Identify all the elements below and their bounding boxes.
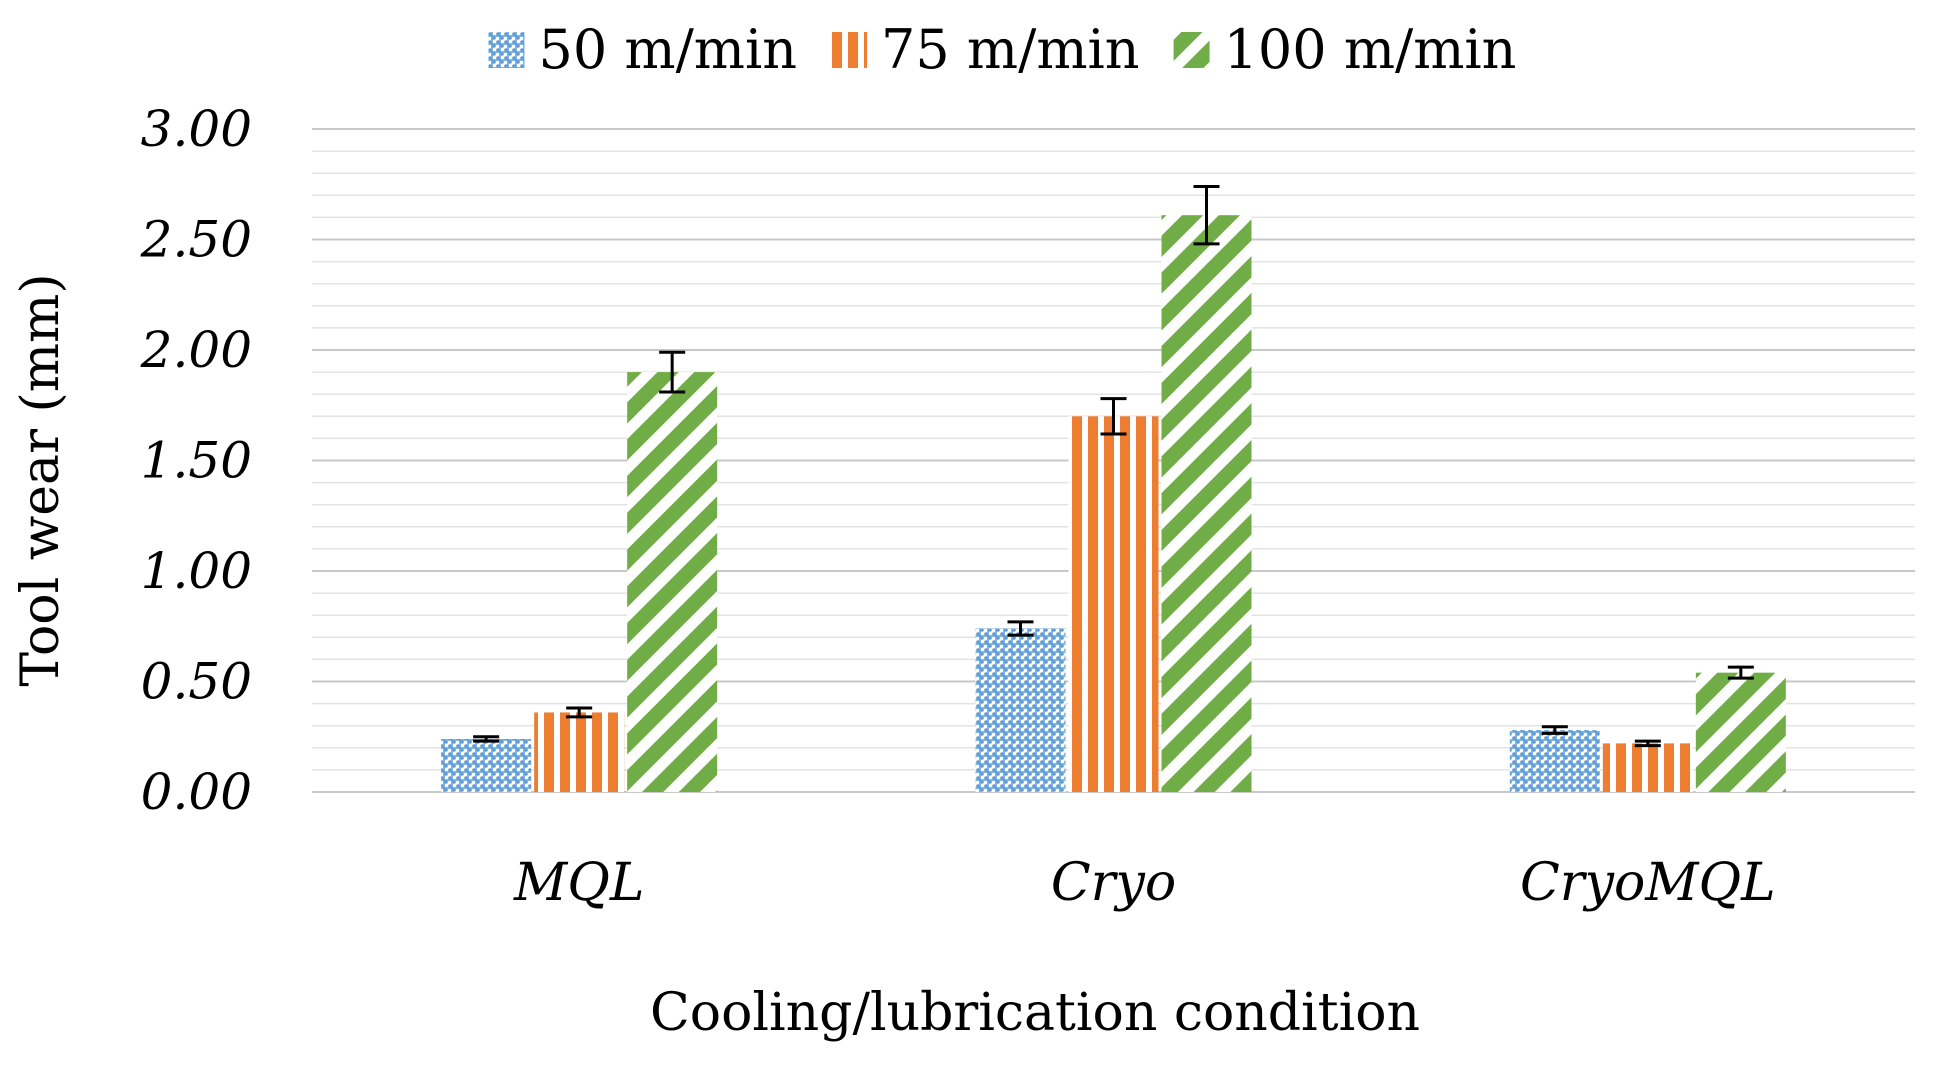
- error-bars: [473, 184, 1754, 748]
- legend-swatch: [831, 32, 868, 68]
- legend-item: 100 m/min: [1173, 18, 1517, 81]
- error-bar-cryo-75: [1100, 397, 1127, 436]
- x-category-label: Cryo: [1051, 853, 1176, 913]
- error-bar-cryomql-50: [1541, 725, 1568, 735]
- bar-cryo-50: [975, 628, 1066, 792]
- y-tick-label: 0.50: [141, 653, 252, 711]
- legend-swatch: [1173, 32, 1210, 68]
- error-bar-mql-100: [659, 350, 686, 394]
- x-axis: MQL Cryo CryoMQL: [513, 853, 1776, 913]
- y-tick-label: 2.00: [140, 321, 252, 379]
- legend-item: 75 m/min: [831, 18, 1140, 81]
- legend: 50 m/min 75 m/min 100 m/min: [488, 18, 1517, 81]
- error-bar-cryomql-75: [1634, 739, 1661, 748]
- bars: [441, 215, 1786, 792]
- y-tick-label: 1.50: [141, 432, 252, 490]
- y-axis-title: Tool wear (mm): [11, 273, 71, 686]
- bar-cryo-100: [1161, 215, 1252, 792]
- bar-mql-100: [627, 372, 718, 792]
- bar-mql-75: [534, 712, 625, 792]
- x-axis-title: Cooling/lubrication condition: [650, 983, 1420, 1043]
- y-axis: 0.00 0.50 1.00 1.50 2.00 2.50 3.00: [140, 100, 252, 821]
- error-bar-mql-75: [566, 706, 593, 719]
- bar-mql-50: [441, 738, 532, 792]
- bar-cryomql-100: [1695, 672, 1786, 792]
- legend-label: 75 m/min: [881, 18, 1140, 81]
- bar-cryomql-50: [1509, 730, 1600, 792]
- y-tick-label: 0.00: [141, 763, 252, 821]
- x-category-label: MQL: [513, 853, 644, 913]
- legend-label: 50 m/min: [539, 18, 798, 81]
- y-tick-label: 2.50: [140, 211, 252, 269]
- bar-cryo-75: [1068, 416, 1159, 792]
- legend-item: 50 m/min: [488, 18, 798, 81]
- error-bar-mql-50: [473, 735, 500, 743]
- legend-label: 100 m/min: [1224, 18, 1517, 81]
- y-tick-label: 3.00: [141, 100, 252, 158]
- x-category-label: CryoMQL: [1520, 853, 1776, 913]
- error-bar-cryo-100: [1193, 184, 1220, 246]
- bar-cryomql-75: [1602, 743, 1693, 792]
- legend-swatch: [488, 32, 525, 68]
- error-bar-cryomql-100: [1727, 665, 1754, 680]
- error-bar-cryo-50: [1007, 620, 1034, 637]
- y-tick-label: 1.00: [141, 542, 252, 600]
